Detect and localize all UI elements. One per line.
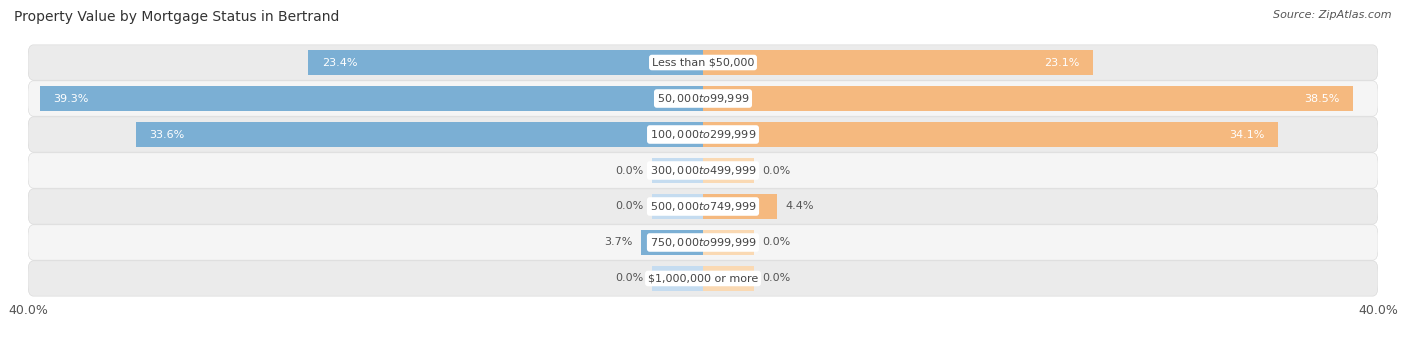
Text: Source: ZipAtlas.com: Source: ZipAtlas.com — [1274, 10, 1392, 20]
Bar — [703, 121, 1278, 147]
Bar — [136, 121, 703, 147]
Text: 23.1%: 23.1% — [1043, 58, 1080, 68]
Text: $100,000 to $299,999: $100,000 to $299,999 — [650, 128, 756, 141]
Text: 4.4%: 4.4% — [786, 202, 814, 211]
FancyBboxPatch shape — [28, 225, 1378, 260]
Text: 0.0%: 0.0% — [616, 202, 644, 211]
Bar — [703, 194, 778, 220]
Text: 0.0%: 0.0% — [616, 273, 644, 283]
Bar — [308, 49, 703, 75]
Bar — [652, 158, 703, 183]
Text: $300,000 to $499,999: $300,000 to $499,999 — [650, 164, 756, 177]
Text: Property Value by Mortgage Status in Bertrand: Property Value by Mortgage Status in Ber… — [14, 10, 339, 24]
Bar — [703, 158, 754, 183]
Bar — [39, 86, 703, 112]
Text: $750,000 to $999,999: $750,000 to $999,999 — [650, 236, 756, 249]
Text: Less than $50,000: Less than $50,000 — [652, 58, 754, 68]
FancyBboxPatch shape — [28, 261, 1378, 296]
Text: 23.4%: 23.4% — [322, 58, 357, 68]
Text: 0.0%: 0.0% — [762, 165, 790, 176]
Text: $500,000 to $749,999: $500,000 to $749,999 — [650, 200, 756, 213]
Text: $1,000,000 or more: $1,000,000 or more — [648, 273, 758, 283]
Bar — [641, 229, 703, 255]
Bar — [703, 229, 754, 255]
Bar — [652, 266, 703, 292]
Bar — [703, 121, 1278, 147]
FancyBboxPatch shape — [28, 81, 1378, 116]
Text: 39.3%: 39.3% — [53, 93, 89, 104]
Bar — [39, 86, 703, 112]
Bar — [703, 49, 1092, 75]
Text: 0.0%: 0.0% — [762, 273, 790, 283]
FancyBboxPatch shape — [28, 189, 1378, 224]
Text: 34.1%: 34.1% — [1229, 130, 1265, 139]
Bar — [308, 49, 703, 75]
Text: 0.0%: 0.0% — [762, 237, 790, 248]
FancyBboxPatch shape — [28, 117, 1378, 152]
Text: 0.0%: 0.0% — [616, 165, 644, 176]
Bar — [641, 229, 703, 255]
Text: 3.7%: 3.7% — [603, 237, 633, 248]
Bar — [703, 86, 1353, 112]
FancyBboxPatch shape — [28, 153, 1378, 188]
Bar — [652, 194, 703, 220]
Text: 33.6%: 33.6% — [149, 130, 184, 139]
Bar — [703, 194, 778, 220]
Bar — [703, 266, 754, 292]
Text: 38.5%: 38.5% — [1303, 93, 1339, 104]
Bar — [136, 121, 703, 147]
Text: $50,000 to $99,999: $50,000 to $99,999 — [657, 92, 749, 105]
Bar — [703, 49, 1092, 75]
Bar — [703, 86, 1353, 112]
FancyBboxPatch shape — [28, 45, 1378, 80]
